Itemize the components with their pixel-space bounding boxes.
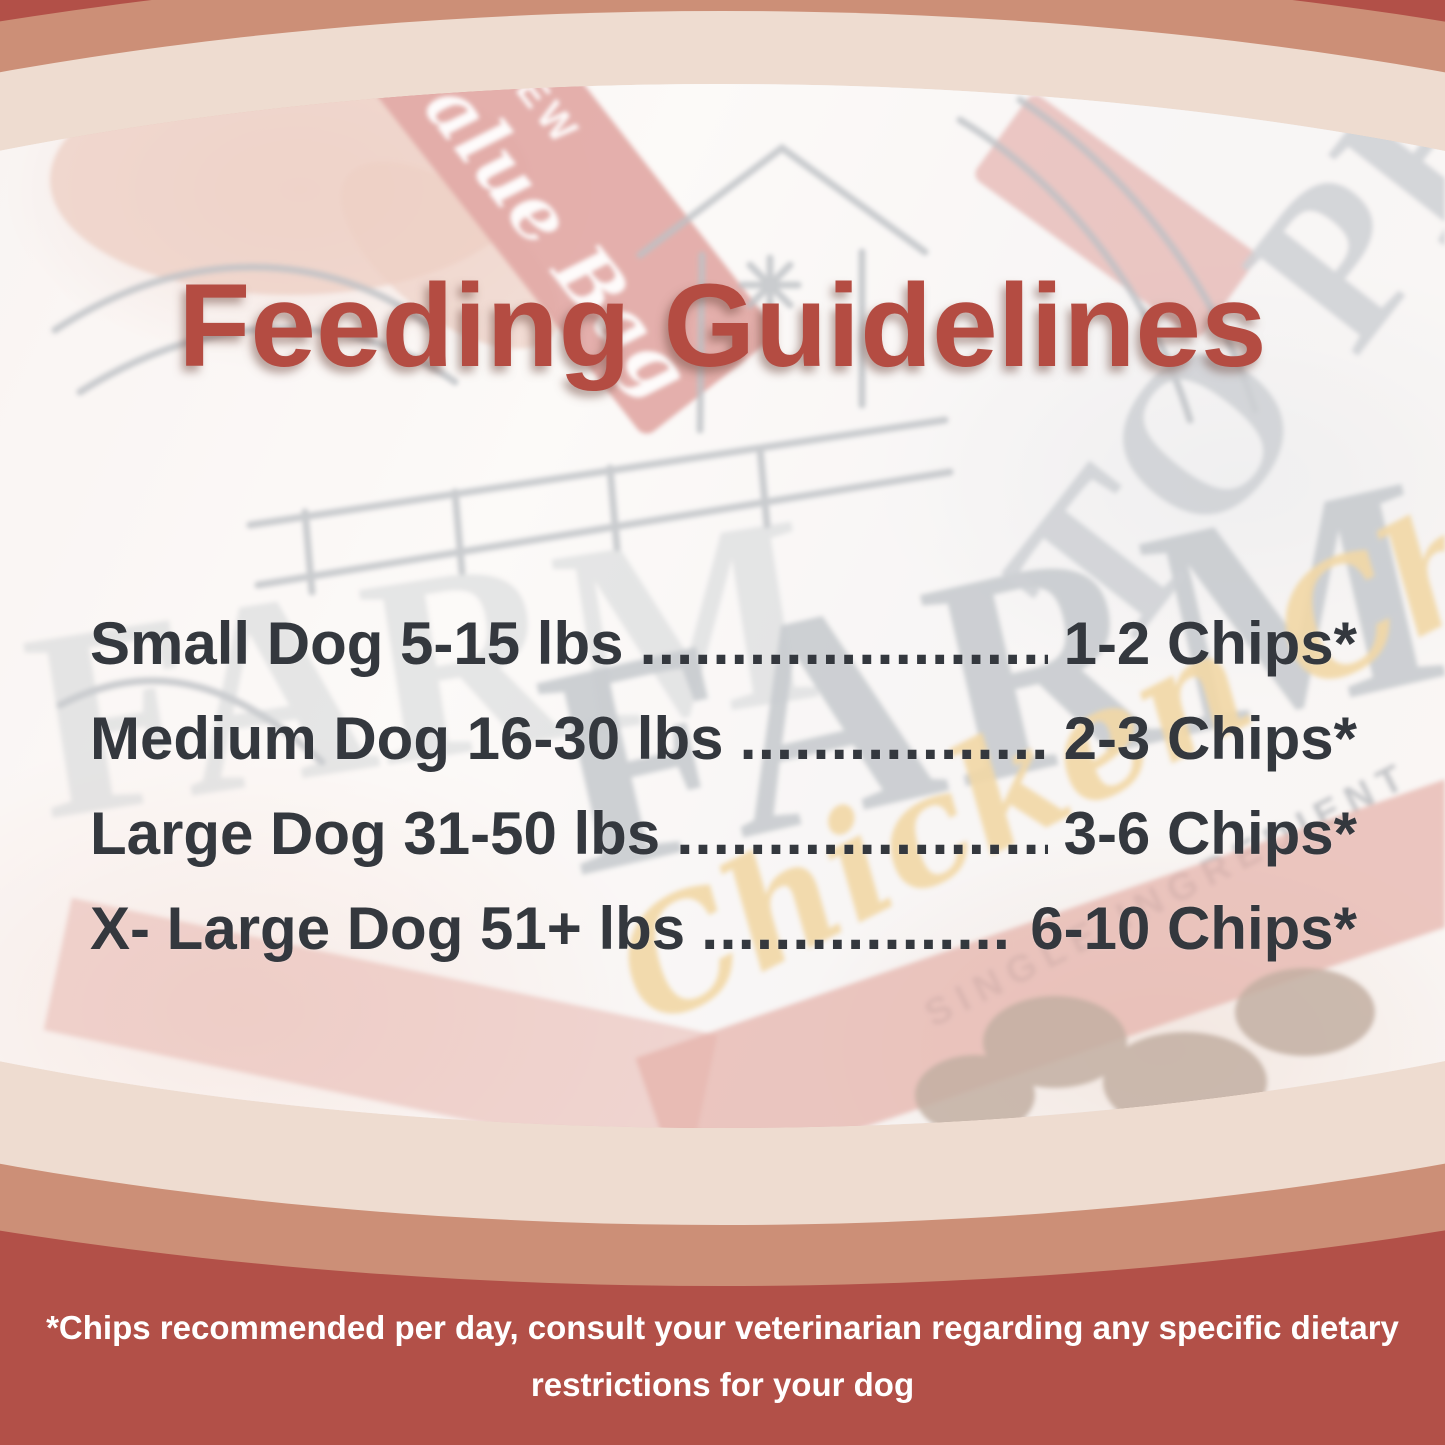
dotted-leader: ........................................ — [639, 609, 1048, 678]
guideline-value: 1-2 Chips* — [1063, 610, 1357, 677]
product-photo-background: NEW Value Bag — [0, 84, 1445, 1128]
guideline-value: 3-6 Chips* — [1063, 800, 1357, 867]
guideline-label: Large Dog 31-50 lbs — [90, 800, 661, 867]
white-overlay — [0, 84, 1445, 1128]
guideline-row: Large Dog 31-50 lbs ....................… — [90, 798, 1357, 868]
dotted-leader: ........................................ — [676, 799, 1047, 868]
page-title: Feeding Guidelines — [178, 260, 1267, 392]
guideline-label: Medium Dog 16-30 lbs — [90, 705, 724, 772]
dotted-leader: ........................................ — [739, 704, 1048, 773]
guideline-label: Small Dog 5-15 lbs — [90, 610, 624, 677]
guidelines-table: Small Dog 5-15 lbs .....................… — [90, 608, 1357, 988]
guideline-row: Small Dog 5-15 lbs .....................… — [90, 608, 1357, 678]
guideline-value: 6-10 Chips* — [1030, 895, 1357, 962]
dotted-leader: ........................................ — [701, 894, 1014, 963]
guideline-label: X- Large Dog 51+ lbs — [90, 895, 686, 962]
guideline-row: X- Large Dog 51+ lbs ...................… — [90, 893, 1357, 963]
guideline-value: 2-3 Chips* — [1063, 705, 1357, 772]
guideline-row: Medium Dog 16-30 lbs ...................… — [90, 703, 1357, 773]
footnote: *Chips recommended per day, consult your… — [46, 1309, 1399, 1403]
product-photo-ellipse: NEW Value Bag — [0, 84, 1445, 1128]
